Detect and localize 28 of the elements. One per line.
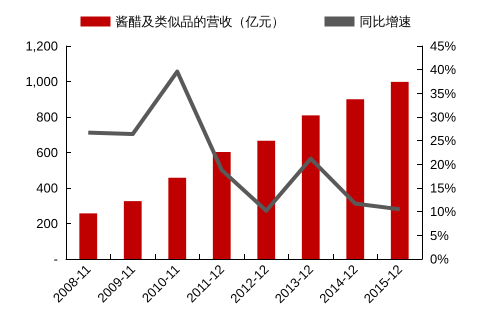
legend-label: 同比增速 [360, 14, 412, 29]
y2-tick-label: 10% [430, 204, 456, 220]
bar [390, 82, 409, 259]
bar [346, 99, 364, 259]
y-tick-label: 200 [36, 216, 58, 231]
y2-tick-label: 45% [430, 38, 456, 54]
y2-tick-label: 0% [430, 252, 450, 266]
y2-tick-label: 20% [430, 156, 456, 172]
bar [302, 115, 320, 259]
bar [212, 152, 231, 259]
y2-tick-label: 5% [430, 228, 450, 243]
y-tick-label: 400 [36, 180, 58, 196]
bar [257, 140, 276, 259]
y2-tick-label: 25% [430, 133, 456, 148]
bar [124, 201, 142, 259]
y-tick-label: 1,000 [25, 74, 58, 89]
line-series [86, 70, 402, 213]
y-tick-label: 800 [36, 110, 58, 124]
y2-tick-label: 15% [430, 180, 456, 196]
bar [168, 178, 186, 259]
legend-label: 酱醋及类似品的营收（亿元） [116, 14, 284, 29]
y2-tick-label: 30% [430, 110, 456, 124]
y-tick-label: 600 [36, 145, 58, 160]
y2-tick-label: 40% [430, 62, 456, 78]
y-tick-label: - [54, 252, 58, 266]
y2-tick-label: 35% [430, 86, 456, 101]
bar [79, 213, 98, 259]
y-tick-label: 1,200 [25, 38, 58, 54]
